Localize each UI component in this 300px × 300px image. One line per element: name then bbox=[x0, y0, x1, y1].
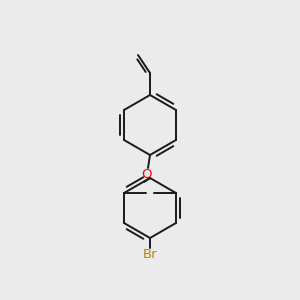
Text: Br: Br bbox=[143, 248, 157, 260]
Text: O: O bbox=[141, 169, 151, 182]
